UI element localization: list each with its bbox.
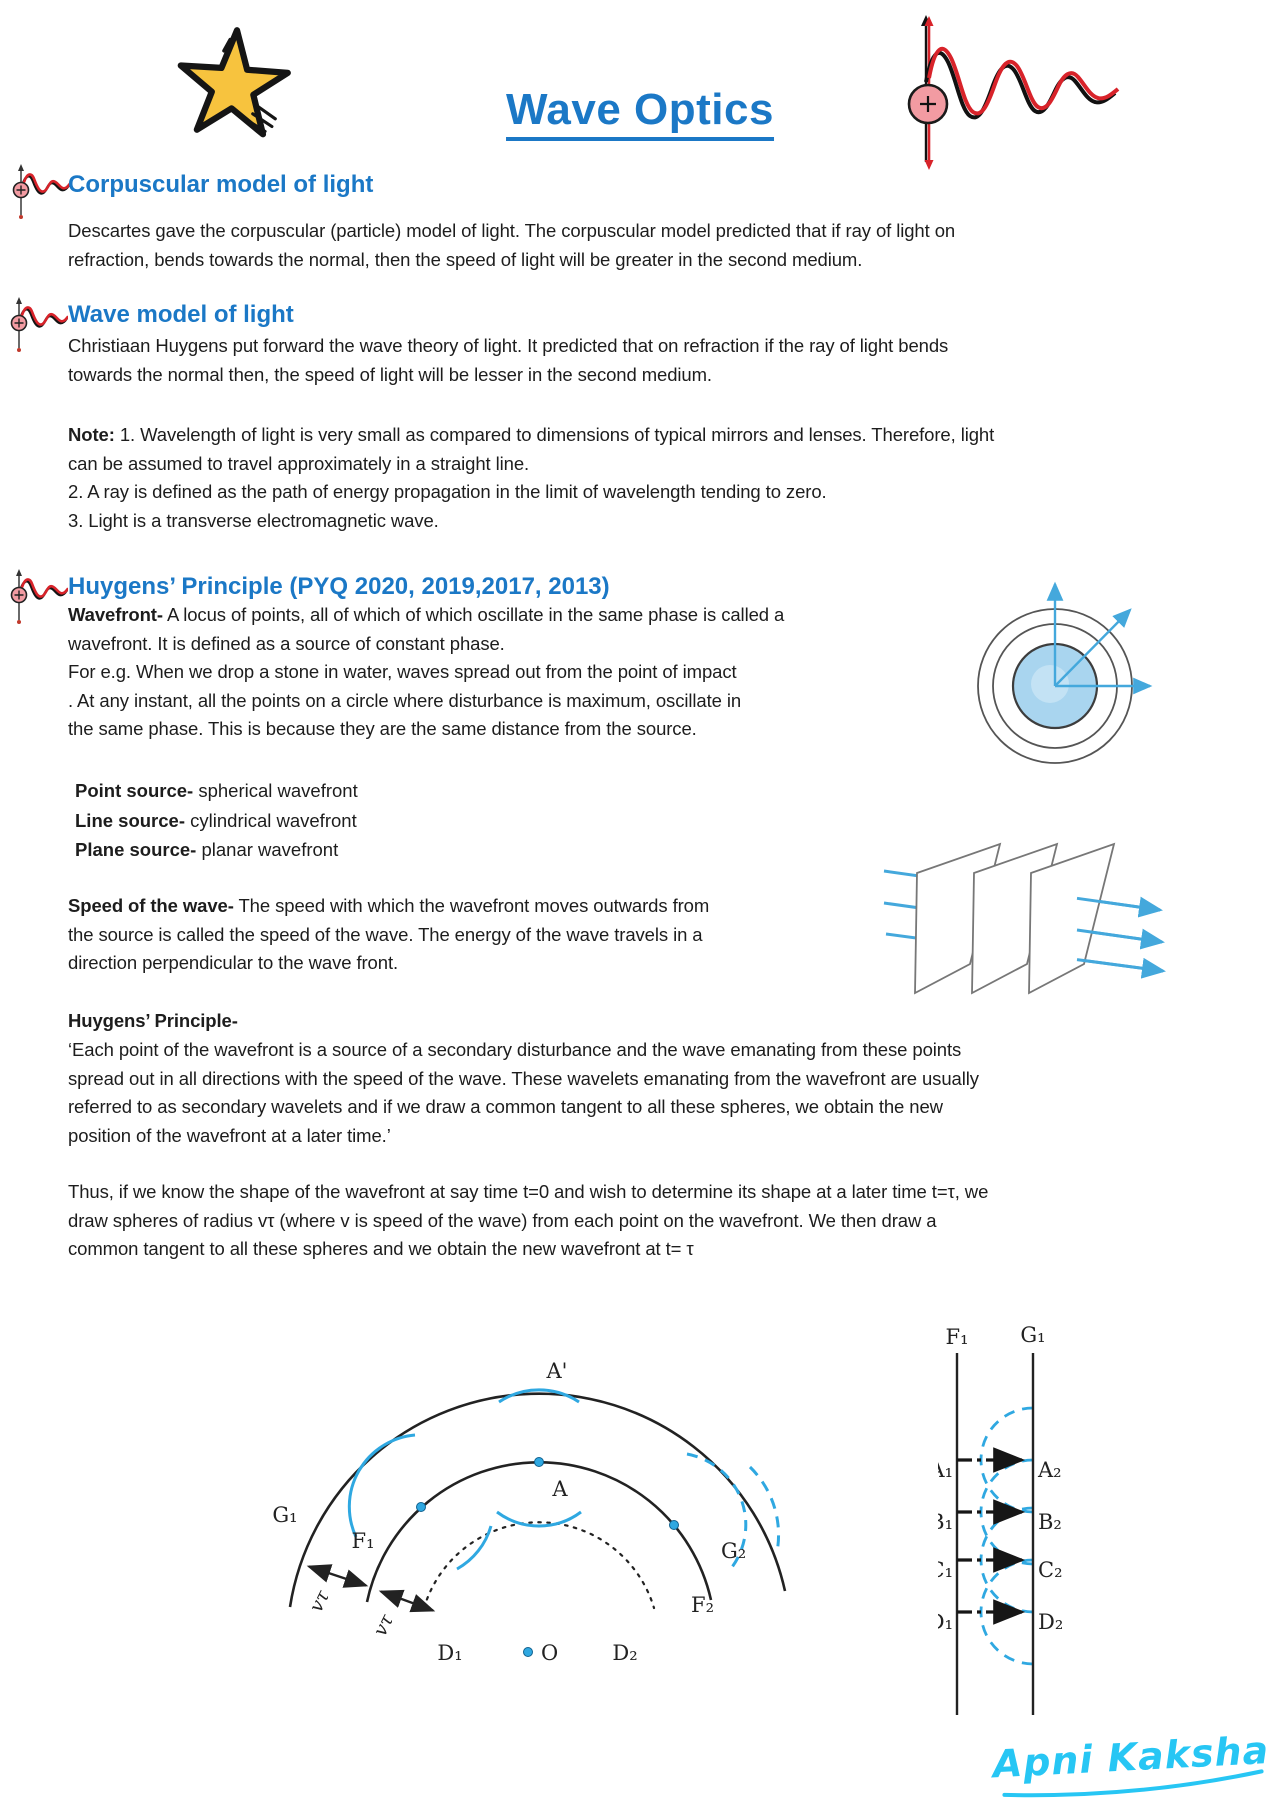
diagram-label: C₂ [1038,1558,1063,1582]
speed-paragraph: Speed of the wave- The speed with which … [68,892,888,978]
diagram-label: C₁ [938,1558,953,1582]
huygens-spherical-construction-diagram: G₁ F₁ A' A G₂ F₂ D₁ O D₂ vτ vτ [272,1362,787,1665]
wavefront-label: Wavefront- [68,604,163,625]
wavefront-text: A locus of points, all of which of which… [68,604,785,739]
diagram-label: vτ [369,1611,398,1640]
wave-pulse-icon [12,164,70,219]
section-heading-corpuscular: Corpuscular model of light [68,171,374,198]
wavefront-paragraph: Wavefront- A locus of points, all of whi… [68,601,928,744]
diagram-label: A [551,1477,568,1501]
diagram-label: G₁ [1020,1326,1045,1347]
note-text: 1. Wavelength of light is very small as … [68,424,995,531]
section-heading-wave-model: Wave model of light [68,301,294,328]
page-title: Wave Optics [506,85,774,142]
brand-signature: Apni Kaksha [989,1728,1270,1798]
wave-pulse-icon [10,297,68,352]
section-heading-huygens: Huygens’ Principle (PYQ 2020, 2019,2017,… [68,573,610,600]
list-item: Point source- spherical wavefront [75,780,358,801]
diagram-label: F₁ [946,1326,969,1349]
principle-quote: ‘Each point of the wavefront is a source… [68,1039,979,1146]
wave-pulse-icon [10,569,68,624]
speed-text: The speed with which the wavefront moves… [68,895,710,973]
speed-label: Speed of the wave- [68,895,234,916]
diagram-label: B₁ [938,1510,953,1534]
huygens-plane-construction-diagram: F₁ G₁ A₁ A₂ B₁ B₂ C₁ C₂ D₁ D₂ [938,1326,1063,1715]
diagram-label: F₂ [691,1593,714,1617]
spherical-wavefront-diagram [977,581,1153,764]
star-icon [177,27,291,138]
source-type-list: Point source- spherical wavefront Line s… [75,776,358,865]
list-item: Plane source- planar wavefront [75,839,339,860]
diagram-label: vτ [305,1587,334,1616]
list-item: Line source- cylindrical wavefront [75,809,357,831]
wave-model-body: Christiaan Huygens put forward the wave … [68,335,949,385]
wave-pulse-icon [907,15,1120,170]
diagram-label: B₂ [1038,1510,1062,1534]
plane-wavefront-diagram [883,842,1166,995]
diagram-label: G₂ [721,1539,746,1563]
diagram-label: D₁ [437,1641,462,1665]
note-block: Note: 1. Wavelength of light is very sma… [68,421,1238,535]
note-label: Note: [68,424,115,445]
diagram-label: G₁ [272,1503,297,1527]
diagram-label: D₂ [612,1641,637,1665]
principle-label: Huygens’ Principle- [68,1010,238,1031]
diagram-label: A₁ [938,1458,953,1482]
diagram-label: D₁ [938,1610,953,1634]
diagram-label: F₁ [352,1529,375,1553]
diagram-label: A₂ [1037,1458,1062,1482]
diagram-label: D₂ [1038,1610,1063,1634]
diagram-label: A' [546,1362,568,1383]
corpuscular-body: Descartes gave the corpuscular (particle… [68,220,956,270]
thus-paragraph: Thus, if we know the shape of the wavefr… [68,1181,989,1259]
diagram-label: O [541,1641,558,1665]
